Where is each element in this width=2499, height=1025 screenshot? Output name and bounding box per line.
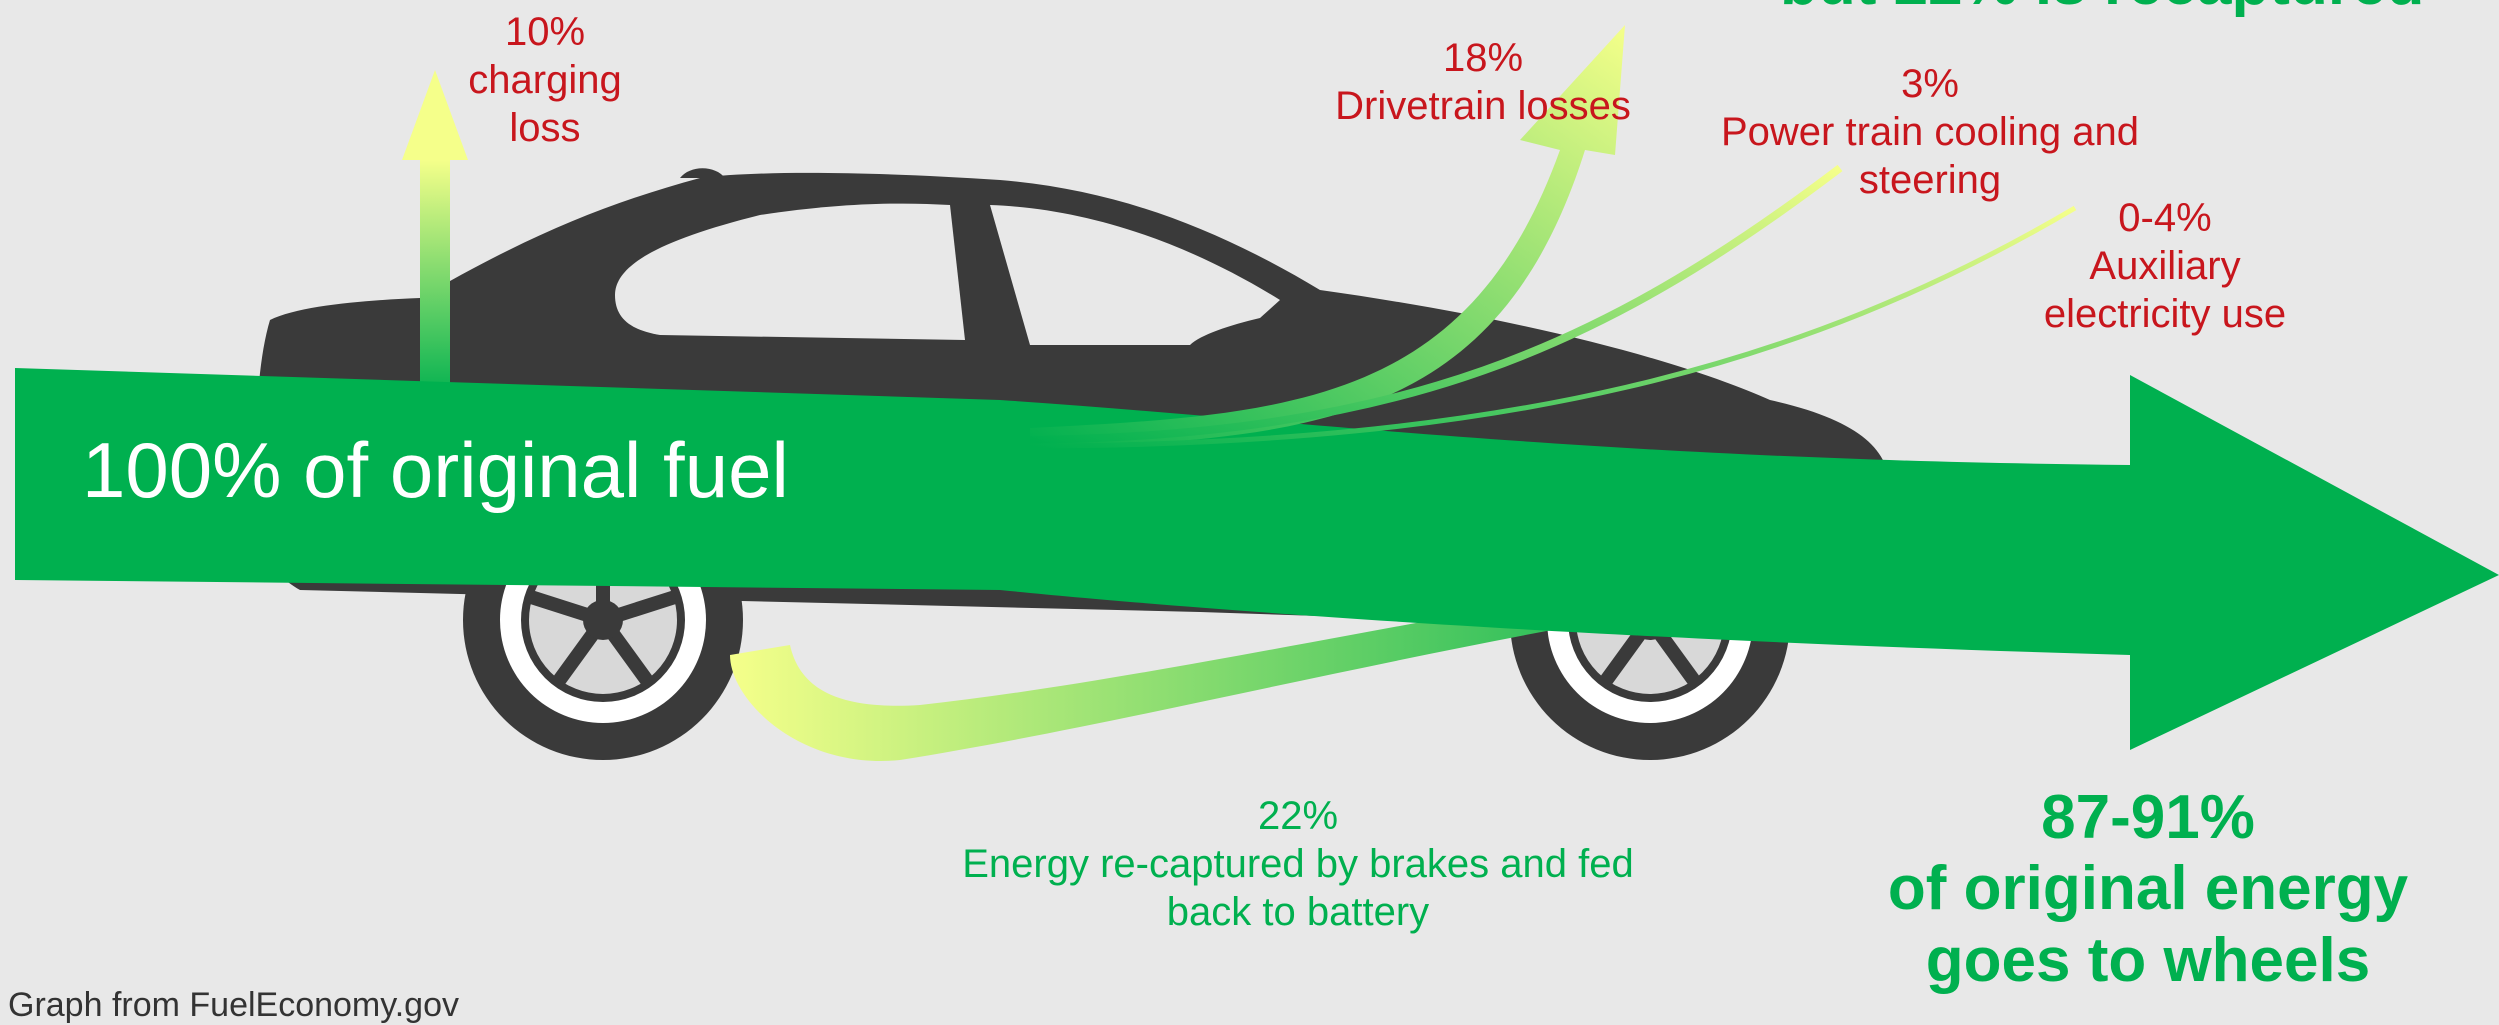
cooling-loss-text-2: steering: [1858, 158, 2002, 202]
drivetrain-loss-text: Drivetrain losses: [1335, 84, 1631, 128]
charging-loss-arrow: [402, 70, 468, 400]
cooling-loss-percent: 3%: [1901, 62, 1959, 106]
cooling-steering-loss-arrow: [1029, 164, 1843, 444]
rear-window: [615, 203, 965, 340]
side-mirror: [680, 168, 725, 178]
auxiliary-loss-label: 0-4% Auxiliary electricity use: [2044, 194, 2286, 338]
auxiliary-loss-text-2: electricity use: [2043, 292, 2287, 336]
output-text-1: of original energy: [1887, 854, 2409, 924]
source-caption: Graph from FuelEconomy.gov: [8, 986, 459, 1024]
output-percent: 87-91%: [2041, 783, 2255, 852]
output-text-2: goes to wheels: [1925, 925, 2371, 995]
wheels-output-label: 87-91% of original energy goes to wheels: [1888, 782, 2408, 996]
charging-loss-percent: 10%: [504, 10, 586, 54]
front-window: [990, 205, 1280, 345]
charging-loss-label: 10% charging loss: [468, 8, 621, 152]
auxiliary-loss-arrow: [1029, 205, 2077, 449]
charging-loss-text-2: loss: [509, 106, 581, 150]
cooling-loss-text-1: Power train cooling and: [1720, 110, 2140, 154]
main-energy-arrow: [15, 368, 2499, 750]
recapture-text-1: Energy re-captured by brakes and fed: [962, 842, 1634, 886]
cooling-steering-loss-label: 3% Power train cooling and steering: [1721, 60, 2139, 204]
top-banner: but 22% is recaptured: [1780, 0, 2424, 19]
recapture-label: 22% Energy re-captured by brakes and fed…: [962, 792, 1634, 936]
auxiliary-loss-percent: 0-4%: [2118, 196, 2212, 240]
recapture-percent: 22%: [1257, 794, 1339, 838]
drivetrain-loss-percent: 18%: [1442, 36, 1524, 80]
charging-loss-text-1: charging: [468, 58, 622, 102]
recapture-text-2: back to battery: [1166, 890, 1430, 934]
drivetrain-loss-label: 18% Drivetrain losses: [1335, 34, 1631, 130]
input-fuel-label: 100% of original fuel: [82, 426, 789, 514]
auxiliary-loss-text-1: Auxiliary: [2089, 244, 2241, 288]
